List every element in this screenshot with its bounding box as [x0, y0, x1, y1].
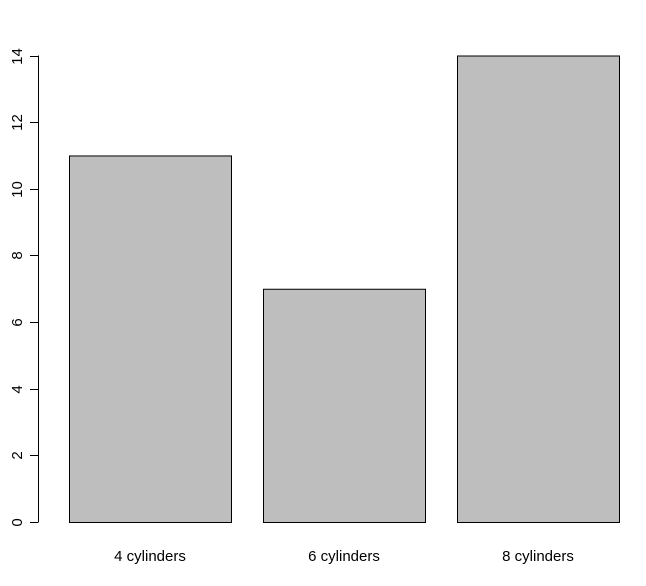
y-tick-label-2: 2	[9, 451, 26, 459]
y-axis: 0 2 4 6 8 10 12 14	[9, 48, 39, 527]
y-tick-label-14: 14	[9, 48, 26, 65]
y-tick-label-0: 0	[9, 518, 26, 526]
y-tick-label-4: 4	[9, 385, 26, 393]
bar-6-cylinders	[263, 288, 426, 523]
y-tick-label-12: 12	[9, 114, 26, 131]
y-tick-label-6: 6	[9, 318, 26, 326]
bars-layer	[69, 55, 620, 523]
category-label-4-cylinders: 4 cylinders	[114, 548, 186, 565]
y-tick-label-8: 8	[9, 251, 26, 259]
category-label-8-cylinders: 8 cylinders	[502, 548, 574, 565]
category-label-6-cylinders: 6 cylinders	[308, 548, 380, 565]
bar-8-cylinders	[457, 55, 620, 523]
y-tick-label-10: 10	[9, 181, 26, 198]
category-labels: 4 cylinders 6 cylinders 8 cylinders	[114, 548, 574, 565]
bar-4-cylinders	[69, 155, 232, 523]
